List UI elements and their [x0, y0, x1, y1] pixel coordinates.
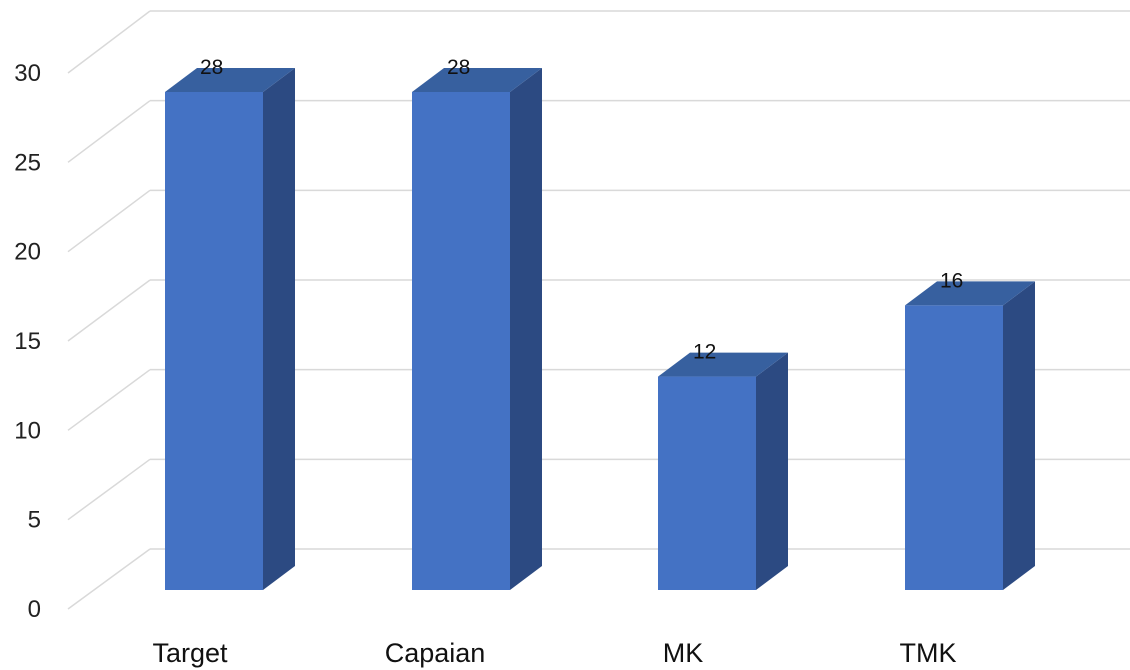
y-tick-label: 25	[14, 149, 41, 176]
bar	[658, 352, 788, 590]
gridline-diagonal	[67, 279, 151, 342]
bar-top-face	[905, 281, 1035, 306]
y-tick-label: 10	[14, 417, 41, 444]
bar	[165, 68, 295, 590]
gridline-diagonal	[67, 10, 151, 74]
gridlines	[67, 10, 1130, 610]
y-axis-ticks: 0 5 10 15 20 25 30	[14, 60, 41, 623]
y-tick-label: 30	[14, 60, 41, 87]
gridline-diagonal	[67, 189, 151, 253]
bar-top-face	[658, 352, 788, 377]
bars	[165, 68, 1035, 590]
y-tick-label: 15	[14, 328, 41, 355]
gridline-diagonal	[67, 458, 151, 521]
bar	[412, 68, 542, 590]
bar-top-face	[165, 68, 295, 92]
bar-side-face	[756, 352, 788, 590]
bar-side-face	[1003, 281, 1035, 590]
bar-top-face	[412, 68, 542, 92]
x-category-label: Capaian	[385, 638, 486, 668]
bar-front-face	[905, 305, 1003, 590]
y-tick-label: 5	[28, 507, 41, 534]
x-category-label: Target	[152, 638, 228, 668]
x-axis-categories: Target Capaian MK TMK	[152, 638, 956, 668]
data-labels: 28 28 12 16	[200, 56, 963, 364]
data-label: 12	[693, 341, 716, 364]
bar	[905, 281, 1035, 590]
bar-side-face	[263, 68, 295, 590]
bar-front-face	[658, 376, 756, 590]
bar-front-face	[412, 92, 510, 590]
bar-front-face	[165, 92, 263, 590]
bar-side-face	[510, 68, 542, 590]
data-label: 16	[940, 269, 963, 292]
gridline-diagonal	[67, 100, 151, 163]
x-category-label: MK	[663, 638, 704, 668]
data-label: 28	[200, 56, 223, 79]
y-tick-label: 20	[14, 239, 41, 266]
data-label: 28	[447, 56, 470, 79]
y-tick-label: 0	[28, 596, 41, 623]
gridline-diagonal	[67, 548, 151, 610]
gridline-diagonal	[67, 369, 151, 431]
x-category-label: TMK	[900, 638, 957, 668]
